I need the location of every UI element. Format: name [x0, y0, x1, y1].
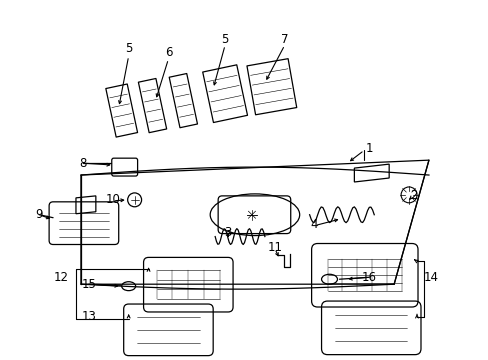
- Text: 1: 1: [365, 142, 372, 155]
- Text: 5: 5: [125, 41, 132, 54]
- Text: 13: 13: [81, 310, 96, 323]
- Text: 12: 12: [54, 271, 68, 284]
- Text: 4: 4: [310, 218, 318, 231]
- Text: 11: 11: [267, 241, 282, 254]
- Text: 10: 10: [105, 193, 120, 206]
- Text: 5: 5: [221, 33, 228, 46]
- Text: 2: 2: [409, 189, 417, 202]
- Text: 6: 6: [164, 46, 172, 59]
- Text: 15: 15: [81, 278, 96, 291]
- Text: 7: 7: [281, 33, 288, 46]
- Text: 9: 9: [35, 208, 43, 221]
- Text: 3: 3: [224, 226, 231, 239]
- Text: 8: 8: [79, 157, 86, 170]
- Text: 16: 16: [361, 271, 376, 284]
- Text: 14: 14: [423, 271, 438, 284]
